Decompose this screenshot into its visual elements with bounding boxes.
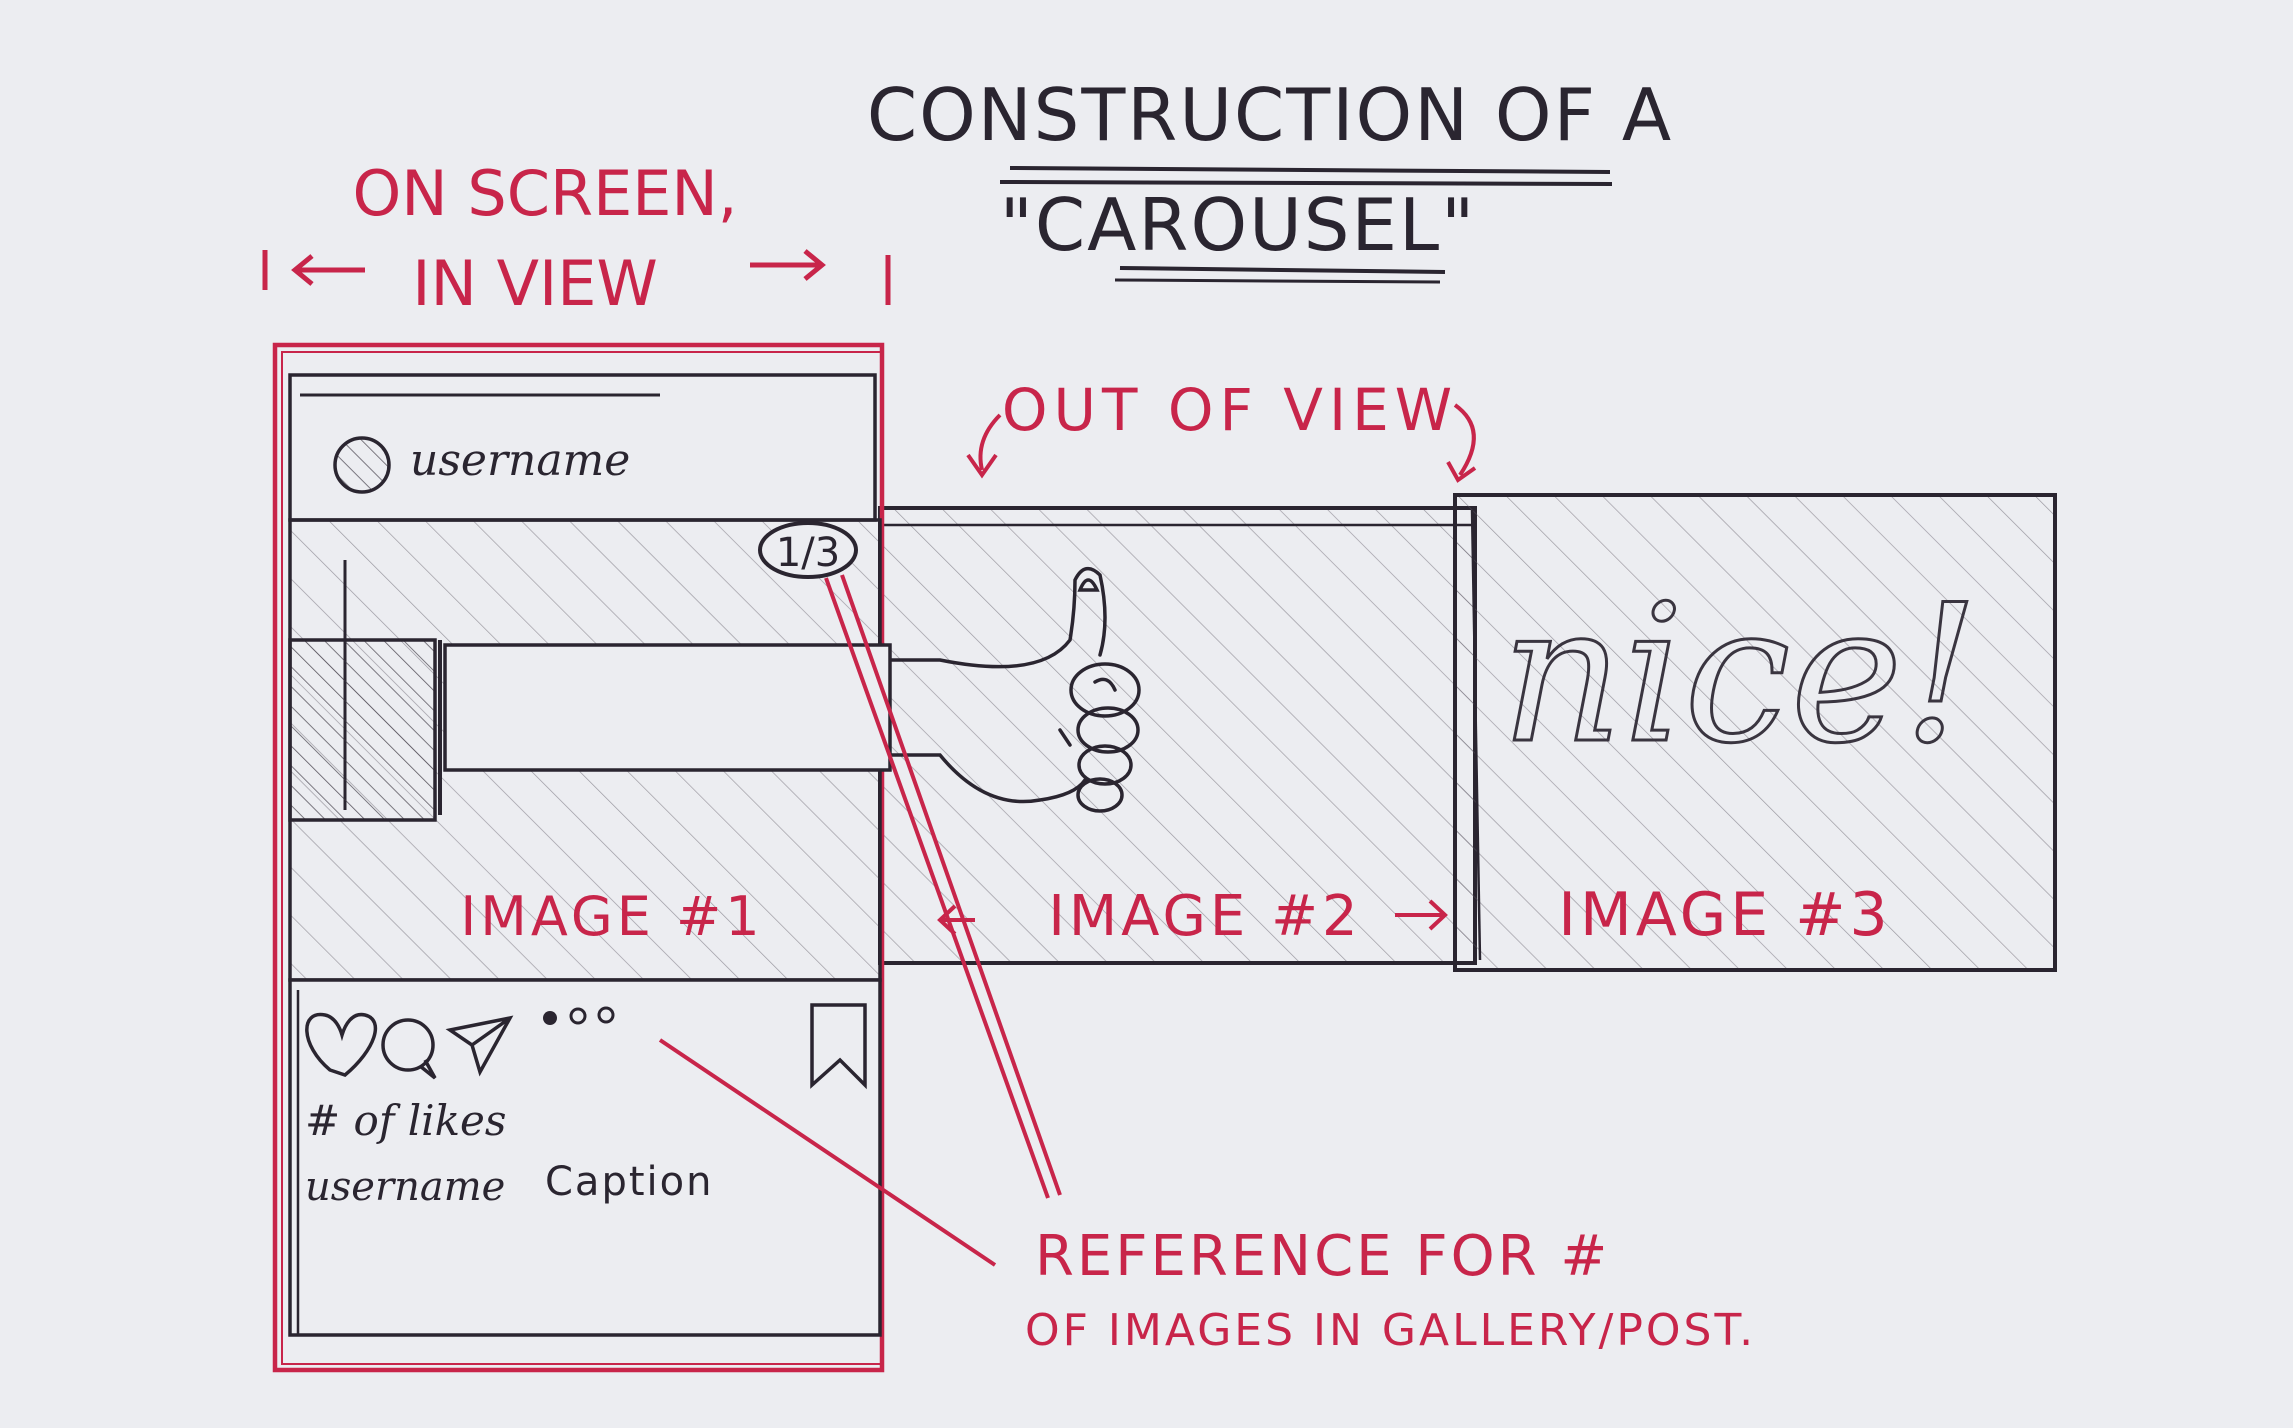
bookmark-icon[interactable] [810, 1003, 867, 1090]
heart-icon[interactable] [305, 1012, 377, 1077]
image-3-frame: nice! Image #3 [1453, 493, 2057, 972]
image-2-hatching [880, 508, 1475, 963]
reference-pointer-lines [658, 574, 1062, 1267]
title-line-1: Construction of a [867, 73, 1673, 157]
right-arrow-icon [750, 249, 826, 281]
image-3-label: Image #3 [1558, 880, 1891, 950]
left-arrow-icon [291, 254, 365, 286]
on-screen-label-line-1: On screen, [352, 157, 737, 230]
pointer-to-counter [840, 574, 1062, 1196]
avatar[interactable] [333, 436, 391, 494]
out-of-view-label: Out of view [1002, 376, 1458, 444]
on-screen-annotation: On screen, in view [262, 157, 891, 320]
image-2-frame: Image #2 [878, 506, 1477, 965]
out-of-view-left-arrow-icon [966, 413, 1002, 479]
thumbs-up-icon [888, 566, 1141, 813]
out-of-view-annotation: Out of view [966, 376, 1477, 483]
image-counter-badge [758, 521, 858, 579]
image-2-right-arrow-icon [1395, 899, 1448, 931]
post-header [288, 373, 877, 522]
title-underline [1009, 166, 1611, 174]
image-1-label: Image #1 [460, 885, 763, 948]
likes-count: # of likes [305, 1096, 506, 1145]
title-underline [1119, 266, 1446, 274]
send-icon[interactable] [445, 1015, 514, 1077]
caption-text: Caption [545, 1159, 713, 1205]
diagram-title: Construction of a "Carousel" [867, 73, 1673, 284]
reference-note-line-2: of images in gallery/post. [1025, 1305, 1756, 1356]
image-3-hatching [1455, 495, 2055, 970]
title-underline [1114, 278, 1441, 284]
arm-bar [443, 643, 892, 772]
caption-username[interactable]: username [305, 1164, 505, 1210]
out-of-view-right-arrow-icon [1446, 403, 1477, 483]
title-underline [999, 180, 1613, 186]
carousel-dots-icon [543, 1006, 615, 1025]
post-username[interactable]: username [410, 435, 630, 486]
phone-post-mockup: username 1/3 Image #1 # of likes us [272, 342, 892, 1373]
thumb-sleeve [288, 638, 437, 822]
reference-note: Reference for # of images in gallery/pos… [1025, 1224, 1756, 1356]
comment-icon[interactable] [381, 1018, 437, 1080]
image-2-label: Image #2 [1048, 884, 1361, 949]
reference-note-line-1: Reference for # [1035, 1224, 1610, 1289]
pointer-to-dots [658, 1038, 997, 1267]
title-line-2: "Carousel" [1000, 183, 1476, 267]
image-counter-text: 1/3 [776, 530, 840, 576]
on-screen-label-line-2: in view [412, 247, 658, 320]
post-footer [288, 978, 882, 1337]
pointer-to-counter [824, 577, 1050, 1199]
image-3-content-text: nice! [1501, 564, 1979, 785]
